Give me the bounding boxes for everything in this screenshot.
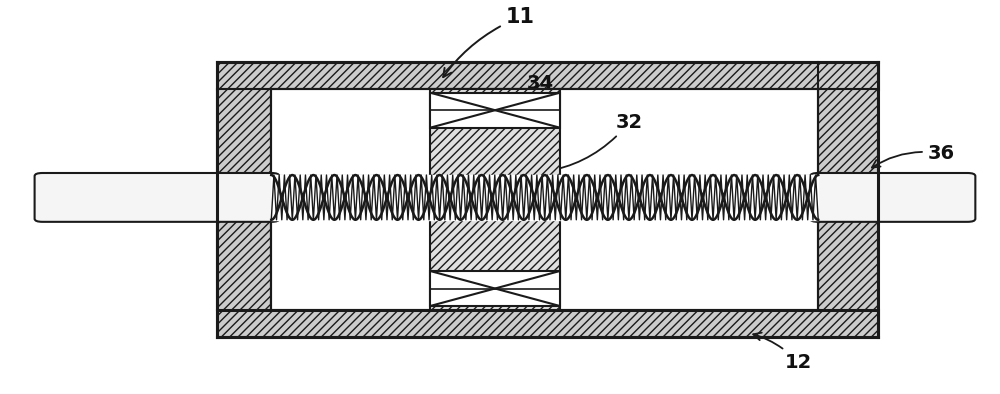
Bar	[217, 62, 878, 89]
Bar	[430, 271, 560, 306]
Text: 34: 34	[505, 74, 553, 105]
Bar	[430, 93, 560, 128]
FancyBboxPatch shape	[35, 173, 279, 222]
Bar	[430, 204, 560, 310]
Bar	[430, 89, 560, 191]
Bar	[271, 219, 818, 310]
Text: 11: 11	[443, 7, 534, 77]
Bar	[217, 89, 271, 310]
Text: 32: 32	[545, 113, 643, 174]
FancyBboxPatch shape	[810, 173, 975, 222]
Bar	[818, 89, 878, 310]
Text: 12: 12	[753, 333, 812, 372]
Text: 36: 36	[872, 144, 955, 167]
Bar	[271, 89, 818, 176]
Bar	[217, 310, 878, 337]
